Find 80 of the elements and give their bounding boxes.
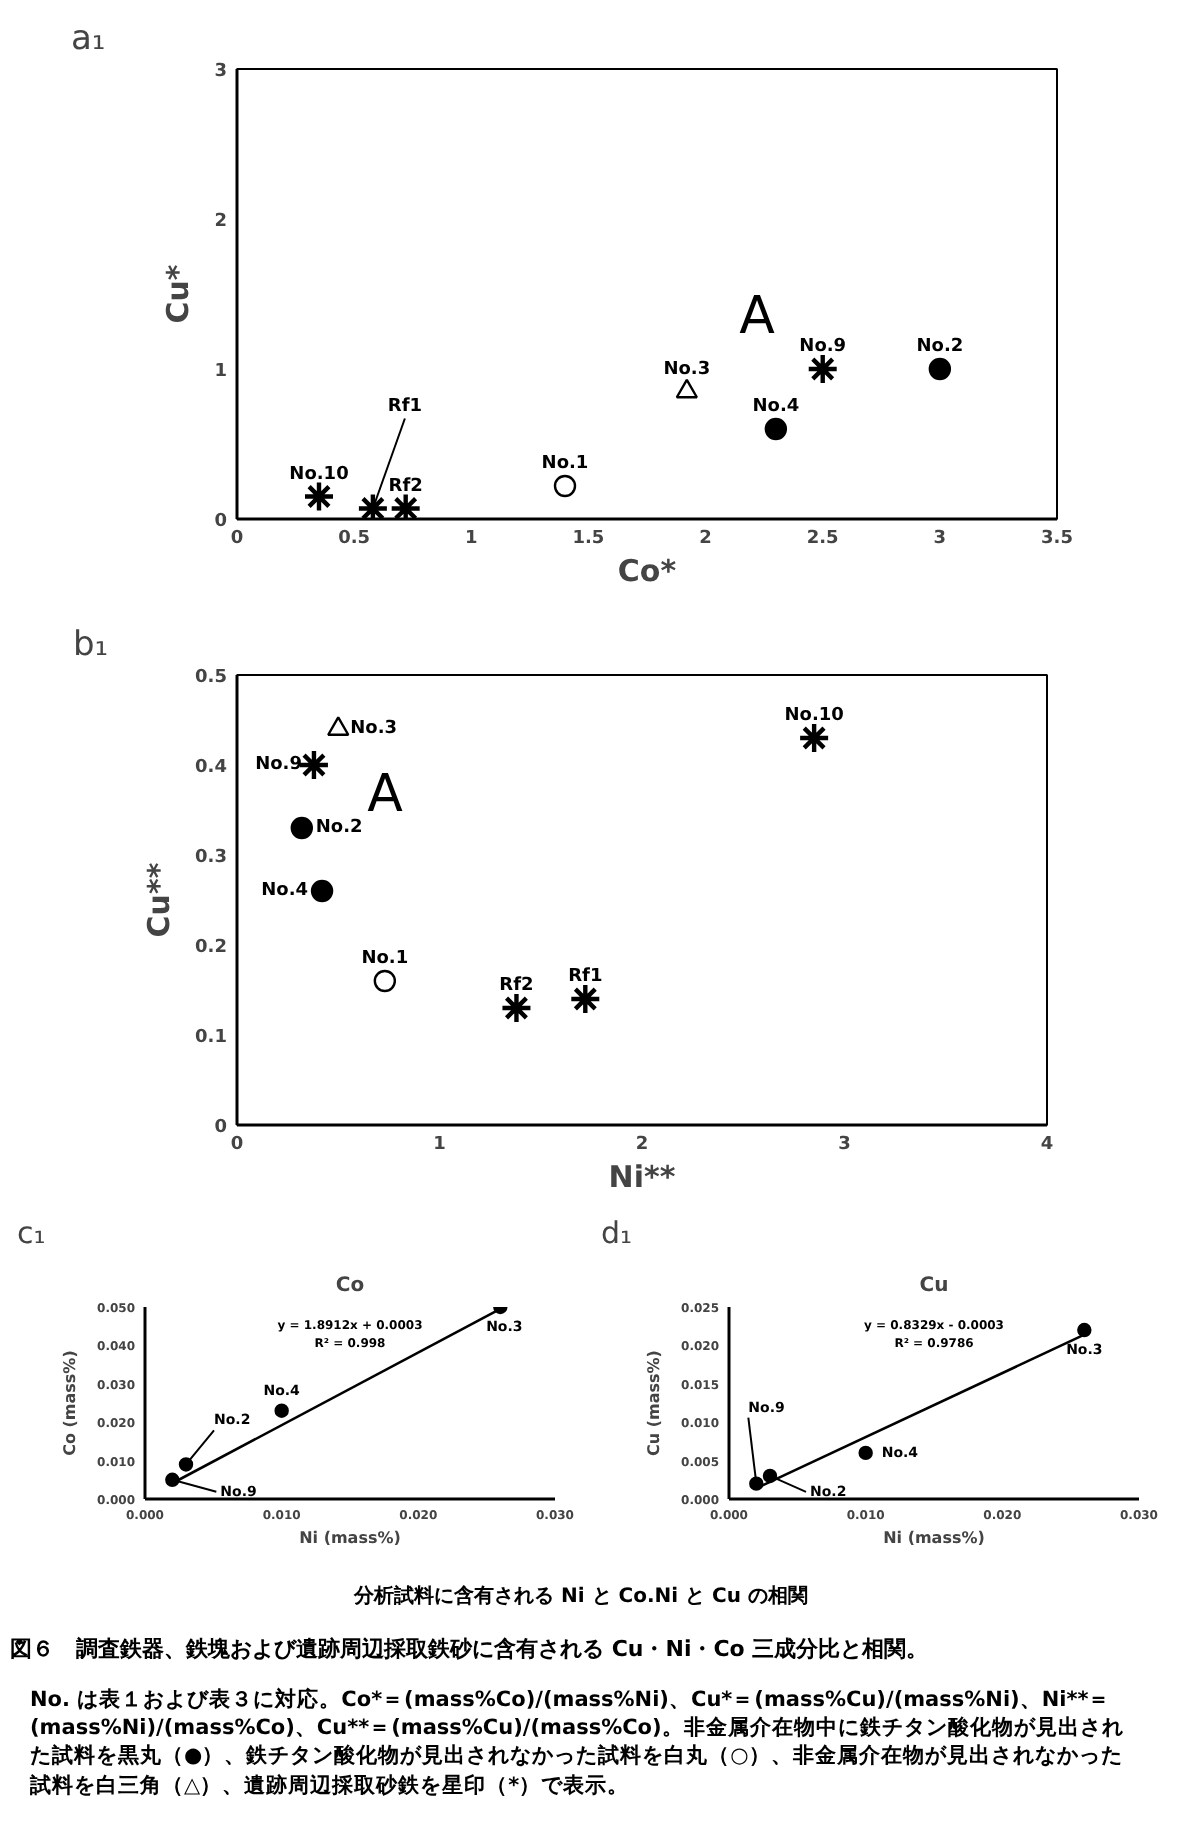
x-axis-title: Ni (mass%) — [299, 1529, 401, 1547]
x-tick-label: 1.5 — [572, 529, 605, 549]
y-tick-label: 1 — [214, 362, 228, 382]
point — [165, 1472, 180, 1487]
y-tick-label: 0 — [214, 1118, 228, 1138]
annotation: No.4 — [752, 397, 800, 417]
annotation: No.9 — [255, 755, 302, 775]
chart-title: Co — [335, 1275, 365, 1297]
point — [806, 352, 839, 386]
x-tick-label: 0 — [230, 1135, 244, 1155]
y-tick-label: 0 — [214, 512, 228, 532]
y-tick-label: 2 — [214, 212, 228, 232]
y-axis-title: Co (mass%) — [61, 1350, 80, 1456]
y-axis-title: Cu (mass%) — [645, 1350, 664, 1456]
x-tick-label: 2.5 — [806, 529, 839, 549]
point — [749, 1476, 764, 1491]
y-axis-title: Cu* — [160, 264, 197, 324]
x-tick-label: 1 — [433, 1135, 446, 1155]
point — [762, 1468, 778, 1484]
y-tick-label: 0.1 — [195, 1028, 228, 1048]
point — [500, 991, 533, 1025]
annotation: No.3 — [350, 719, 398, 739]
annotation: No.9 — [799, 337, 847, 357]
point — [274, 1403, 289, 1418]
annotation: A — [367, 765, 404, 825]
annotation: No.2 — [315, 818, 363, 838]
point — [327, 716, 350, 736]
y-tick-label: 0.5 — [195, 668, 228, 688]
chart-title: Cu — [919, 1275, 949, 1297]
annotation: No.10 — [289, 464, 349, 485]
point — [290, 816, 313, 840]
x-axis-title: Ni** — [608, 1159, 676, 1195]
text: c₁ — [17, 1215, 46, 1251]
x-tick-label: 2 — [635, 1135, 649, 1155]
point — [764, 417, 788, 441]
text: b₁ — [73, 625, 109, 665]
point — [302, 480, 336, 513]
annotation: Rf2 — [388, 476, 423, 497]
x-tick-label: 3.5 — [1041, 529, 1073, 549]
x-tick-label: 4 — [1040, 1135, 1054, 1155]
x-tick-label: 3 — [933, 529, 947, 549]
point — [928, 357, 952, 381]
annotation: No.2 — [916, 337, 964, 357]
point — [389, 492, 422, 519]
point — [569, 982, 602, 1016]
point — [310, 879, 334, 903]
annotation: No.10 — [784, 706, 844, 726]
text: No. は表１および表３に対応。Co*＝(mass%Co)/(mass%Ni)、Cu*＝(mass%Cu)/(mass%Ni)、Ni**＝(mass%Ni)/(mass%Co)、Cu**＝(mass%Cu)/(mass%Co)。非金属介在物中に鉄チタン酸化物が見出された試料を黒丸（●）、鉄チタン酸化物が見出されなかった試料を白丸（○）、非金属介在物が見出されなかった試料を白三角（△）、遺跡周辺採取砂鉄を星印（*）で表示。 — [30, 1687, 1124, 1797]
point — [373, 969, 397, 993]
point — [675, 378, 699, 399]
point — [356, 492, 390, 519]
text: 分析試料に含有される Ni と Co.Ni と Cu の相関 — [354, 1584, 808, 1612]
point — [797, 721, 831, 755]
y-tick-label: 0.4 — [195, 758, 228, 778]
x-tick-label: 0 — [230, 529, 244, 549]
point — [553, 474, 577, 498]
x-tick-label: 3 — [838, 1135, 851, 1155]
point — [858, 1445, 873, 1461]
annotation: Rf1 — [387, 396, 422, 417]
point — [178, 1457, 194, 1472]
annotation: No.3 — [663, 359, 711, 380]
annotation: No.4 — [261, 881, 309, 901]
x-tick-label: 1 — [465, 529, 478, 549]
point — [297, 748, 331, 782]
y-axis-title: Cu** — [141, 862, 178, 938]
annotation: Rf1 — [568, 967, 603, 987]
text: d₁ — [601, 1215, 633, 1251]
y-tick-label: 0.2 — [195, 938, 228, 958]
annotation: No.1 — [361, 949, 409, 969]
y-tick-label: 0.3 — [195, 848, 228, 868]
x-axis-title: Co* — [617, 553, 677, 589]
x-tick-label: 0.5 — [338, 529, 371, 549]
annotation: No.1 — [541, 454, 589, 474]
x-axis-title: Ni (mass%) — [883, 1529, 985, 1547]
annotation: Rf2 — [499, 976, 534, 996]
y-tick-label: 3 — [214, 62, 228, 82]
point — [1077, 1322, 1092, 1338]
text: 図６ 調査鉄器、鉄塊および遺跡周辺採取鉄砂に含有される Cu・Ni・Co 三成分比と相関。 — [10, 1634, 929, 1666]
text: a₁ — [71, 19, 106, 59]
annotation: A — [739, 287, 776, 347]
